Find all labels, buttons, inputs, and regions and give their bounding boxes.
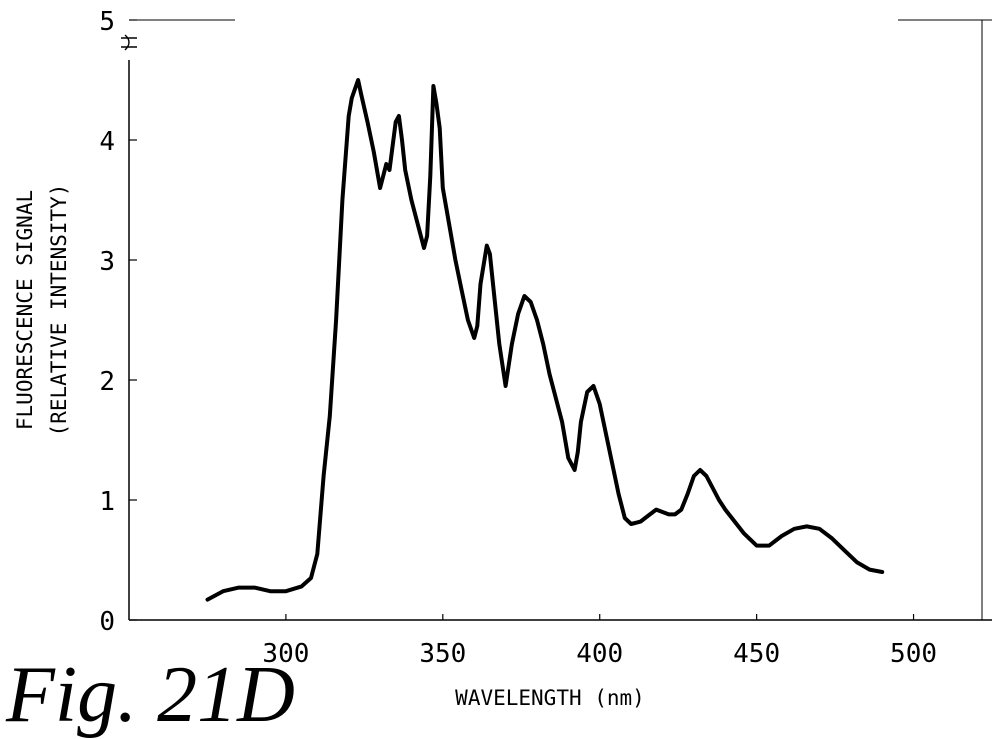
x-tick-label-300: 300 bbox=[262, 639, 309, 669]
y-tick-label-1: 1 bbox=[99, 487, 115, 517]
x-axis-label: WAVELENGTH (nm) bbox=[455, 686, 645, 710]
axis-break-mark bbox=[121, 34, 137, 51]
x-tick-label-350: 350 bbox=[419, 639, 466, 669]
figure-label: Fig. 21D bbox=[6, 651, 295, 739]
y-axis-label: FLUORESCENCE SIGNAL bbox=[13, 190, 37, 430]
x-tick-marks bbox=[285, 614, 915, 620]
series-group bbox=[205, 78, 885, 602]
y-tick-label-2: 2 bbox=[99, 367, 115, 397]
y-tick-label-5: 5 bbox=[99, 7, 115, 37]
series-line-0 bbox=[205, 78, 885, 602]
y-tick-label-3: 3 bbox=[99, 247, 115, 277]
y-tick-marks bbox=[129, 19, 137, 621]
y-tick-labels: 0 1 2 3 4 5 bbox=[99, 7, 115, 637]
x-tick-label-500: 500 bbox=[890, 639, 937, 669]
x-tick-label-400: 400 bbox=[576, 639, 623, 669]
y-axis-label-units: (RELATIVE INTENSITY) bbox=[47, 184, 71, 437]
y-tick-label-0: 0 bbox=[99, 607, 115, 637]
x-tick-labels: 300 350 400 450 500 bbox=[262, 639, 937, 669]
plot-frame bbox=[121, 19, 992, 621]
x-tick-label-450: 450 bbox=[733, 639, 780, 669]
y-tick-label-4: 4 bbox=[99, 127, 115, 157]
